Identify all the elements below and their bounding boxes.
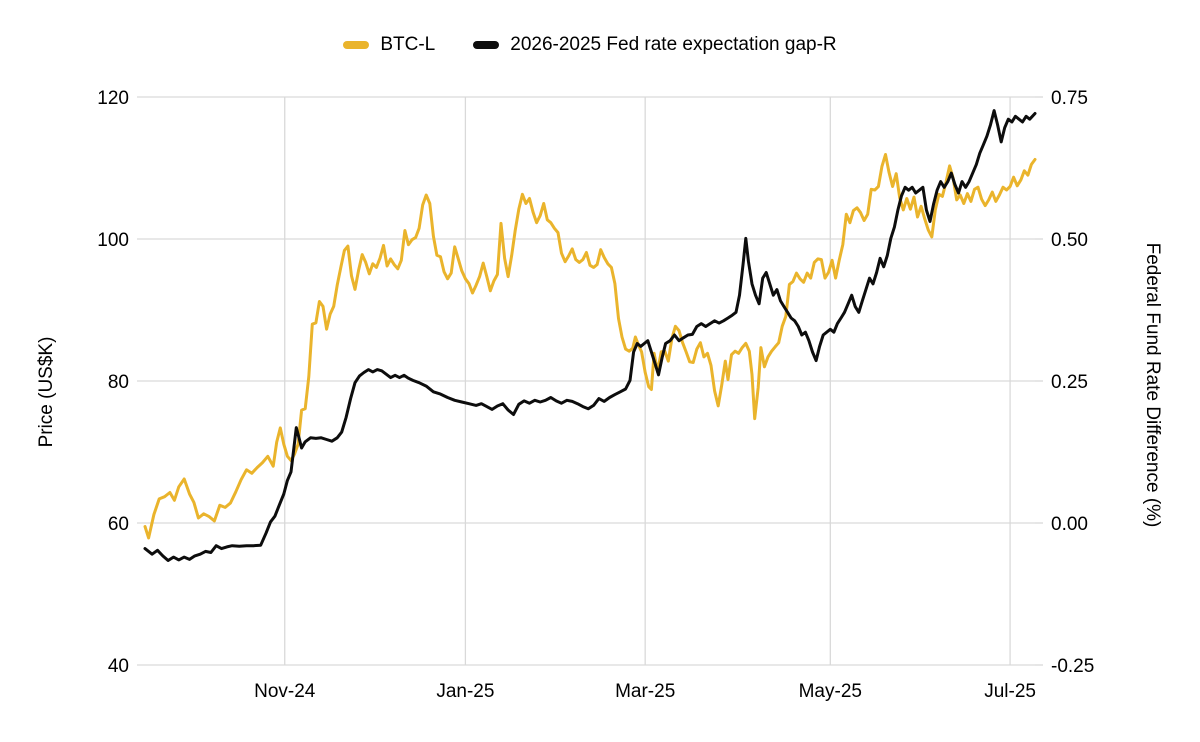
right-axis-tick-label: 0.25 xyxy=(1051,372,1088,393)
left-axis-tick-label: 40 xyxy=(108,656,129,677)
legend-item: 2026-2025 Fed rate expectation gap-R xyxy=(473,34,837,56)
left-axis-tick-label: 120 xyxy=(97,88,129,109)
right-axis-tick-label: -0.25 xyxy=(1051,656,1094,677)
left-axis-tick-label: 60 xyxy=(108,514,129,535)
fed-gap-line xyxy=(143,109,1037,562)
right-axis-tick-label: 0.75 xyxy=(1051,88,1088,109)
right-axis-tick-label: 0.50 xyxy=(1051,230,1088,251)
legend-swatch-icon xyxy=(343,41,370,49)
gridlines xyxy=(137,96,1043,666)
btc-price-line xyxy=(143,153,1037,540)
legend-label: 2026-2025 Fed rate expectation gap-R xyxy=(510,34,837,55)
right-axis-tick-label: 0.00 xyxy=(1051,514,1088,535)
x-axis-tick-label: Jan-25 xyxy=(436,681,494,702)
legend-swatch-icon xyxy=(473,41,500,49)
left-axis-tick-label: 80 xyxy=(108,372,129,393)
legend-item: BTC-L xyxy=(343,34,435,56)
axis-tick-labels: 40 60 80 100 120 -0.25 0.00 0.25 0.50 0.75 Nov-24 J… xyxy=(97,88,1094,702)
x-axis-tick-label: Mar-25 xyxy=(615,681,675,702)
chart-legend: BTC-L 2026-2025 Fed rate expectation gap-… xyxy=(145,34,1035,56)
x-axis-tick-label: May-25 xyxy=(799,681,862,702)
x-axis-tick-label: Jul-25 xyxy=(984,681,1036,702)
x-axis-tick-label: Nov-24 xyxy=(254,681,316,702)
legend-label: BTC-L xyxy=(380,34,436,55)
left-axis-tick-label: 100 xyxy=(97,230,129,251)
